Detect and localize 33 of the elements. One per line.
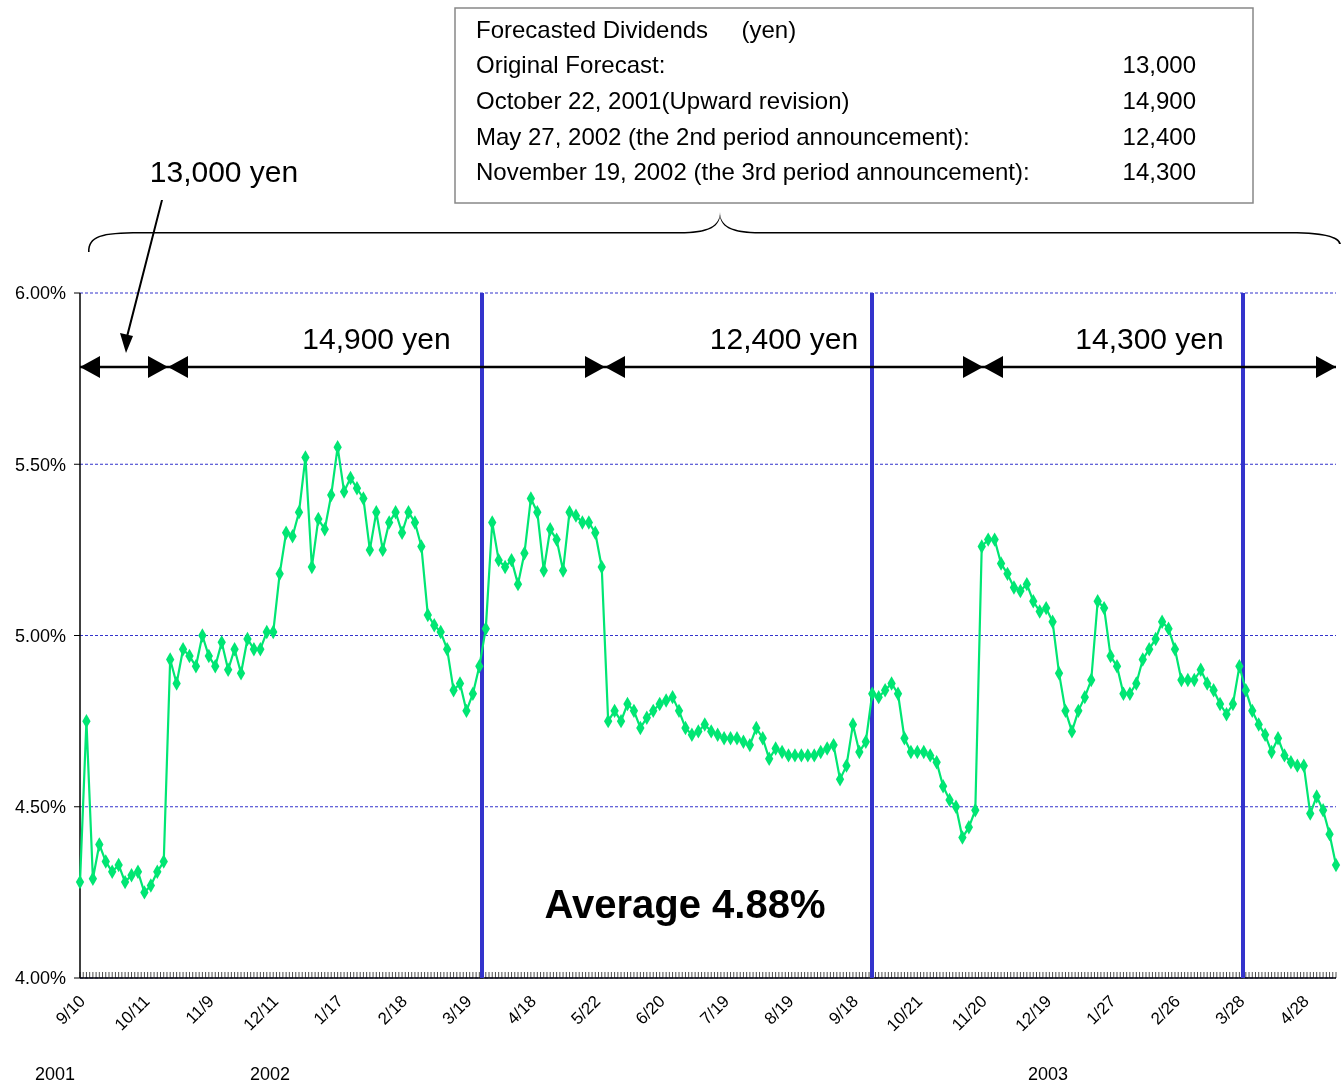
x-tick-label: 7/19 <box>696 991 734 1029</box>
text: Original Forecast: <box>476 51 666 78</box>
text: 12,400 <box>1122 122 1196 150</box>
text: 2001 <box>34 1064 76 1084</box>
x-tick-label: 4/28 <box>1275 991 1313 1029</box>
text: 13,000 <box>1122 51 1196 78</box>
y-tick-label: 5.00% <box>14 625 66 646</box>
x-tick-label: 9/18 <box>825 991 862 1029</box>
y-tick-label: 4.00% <box>14 968 66 989</box>
text: 2003 <box>1027 1064 1069 1084</box>
text: October 22, 2001(Upward revision) <box>476 86 850 114</box>
annotation: Average 4.88% <box>544 882 826 926</box>
text: May 27, 2002 (the 2nd period announcement): <box>476 122 970 150</box>
text: Forecasted Dividends (yen) <box>476 16 797 43</box>
text: 14,900 <box>1122 86 1196 114</box>
text: 13,000 yen <box>149 155 299 188</box>
text: November 19, 2002 (the 3rd period announcement): <box>476 158 1030 186</box>
x-tick-label: 6/20 <box>631 991 669 1029</box>
x-tick-label: 4/18 <box>503 991 540 1029</box>
text: 14,300 <box>1122 158 1196 186</box>
text: 2002 <box>249 1064 291 1084</box>
x-tick-label: 3/28 <box>1211 991 1249 1029</box>
y-tick-label: 5.50% <box>14 454 66 475</box>
x-tick-label: 8/19 <box>760 991 798 1029</box>
annotation: 12,400 yen <box>709 322 859 355</box>
annotation: 14,300 yen <box>1075 322 1224 355</box>
x-tick-label: 3/19 <box>438 991 476 1029</box>
x-tick-label: 5/22 <box>567 991 605 1029</box>
y-tick-label: 4.50% <box>14 797 66 818</box>
y-tick-label: 6.00% <box>14 283 66 304</box>
annotation: 14,900 yen <box>302 322 451 355</box>
x-tick-label: 9/10 <box>52 991 90 1029</box>
x-tick-label: 11/9 <box>181 991 218 1028</box>
